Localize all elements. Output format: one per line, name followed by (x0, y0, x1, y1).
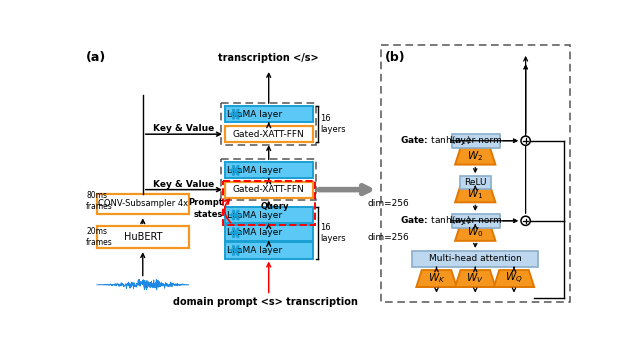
Text: ReLU: ReLU (464, 178, 486, 187)
FancyBboxPatch shape (97, 194, 189, 214)
Text: domain prompt <s> transcription: domain prompt <s> transcription (173, 297, 358, 307)
FancyBboxPatch shape (412, 251, 538, 267)
Text: 20ms
frames: 20ms frames (86, 227, 113, 247)
Text: $W_V$: $W_V$ (467, 272, 484, 285)
FancyBboxPatch shape (225, 243, 312, 258)
Text: $W_0$: $W_0$ (467, 226, 483, 239)
Text: Gate: $\tanh(w_2)$: Gate: $\tanh(w_2)$ (400, 135, 471, 147)
Text: Gated-XATT-FFN: Gated-XATT-FFN (233, 130, 305, 139)
Text: LLaMA layer: LLaMA layer (227, 228, 282, 237)
Text: Gate: $\tanh(w_1)$: Gate: $\tanh(w_1)$ (400, 215, 471, 227)
Text: LLaMA layer: LLaMA layer (227, 210, 282, 219)
Text: 16
layers: 16 layers (320, 223, 346, 243)
Polygon shape (417, 270, 457, 287)
Text: 16
layers: 16 layers (320, 114, 346, 134)
Text: $W_Q$: $W_Q$ (505, 271, 523, 286)
FancyBboxPatch shape (225, 106, 312, 122)
FancyBboxPatch shape (225, 181, 312, 198)
Text: Key & Value: Key & Value (153, 180, 214, 189)
Text: Layer norm: Layer norm (450, 136, 502, 145)
Text: LLaMA layer: LLaMA layer (227, 166, 282, 175)
Text: $W_1$: $W_1$ (467, 187, 483, 201)
Text: Key & Value: Key & Value (153, 124, 214, 133)
FancyBboxPatch shape (225, 162, 312, 178)
Polygon shape (494, 270, 534, 287)
Text: $W_2$: $W_2$ (467, 149, 483, 163)
Circle shape (521, 136, 531, 145)
Text: Gated-XATT-FFN: Gated-XATT-FFN (233, 185, 305, 194)
FancyBboxPatch shape (225, 225, 312, 241)
Text: Layer norm: Layer norm (450, 216, 502, 225)
Text: 80ms
frames: 80ms frames (86, 191, 113, 211)
Polygon shape (455, 270, 495, 287)
Text: HuBERT: HuBERT (124, 232, 162, 242)
FancyBboxPatch shape (225, 207, 312, 223)
Polygon shape (455, 148, 495, 165)
Text: dim=256: dim=256 (367, 233, 410, 242)
Text: $W_K$: $W_K$ (428, 272, 445, 285)
Polygon shape (455, 224, 495, 241)
Circle shape (521, 216, 531, 225)
Text: Multi-head attention: Multi-head attention (429, 254, 522, 264)
Text: transcription </s>: transcription </s> (218, 53, 319, 63)
Text: LLaMA layer: LLaMA layer (227, 246, 282, 255)
Text: CONV-Subsampler 4x: CONV-Subsampler 4x (98, 199, 188, 208)
FancyBboxPatch shape (460, 176, 491, 189)
Text: Query: Query (260, 201, 289, 210)
FancyBboxPatch shape (452, 134, 500, 148)
Text: (a): (a) (86, 51, 106, 63)
Text: Prompt
states: Prompt states (189, 198, 223, 218)
Text: LLaMA layer: LLaMA layer (227, 110, 282, 119)
FancyBboxPatch shape (97, 226, 189, 248)
Text: dim=256: dim=256 (367, 199, 410, 208)
Text: (b): (b) (385, 51, 405, 63)
Polygon shape (455, 185, 495, 202)
FancyBboxPatch shape (225, 126, 312, 142)
FancyBboxPatch shape (452, 214, 500, 228)
